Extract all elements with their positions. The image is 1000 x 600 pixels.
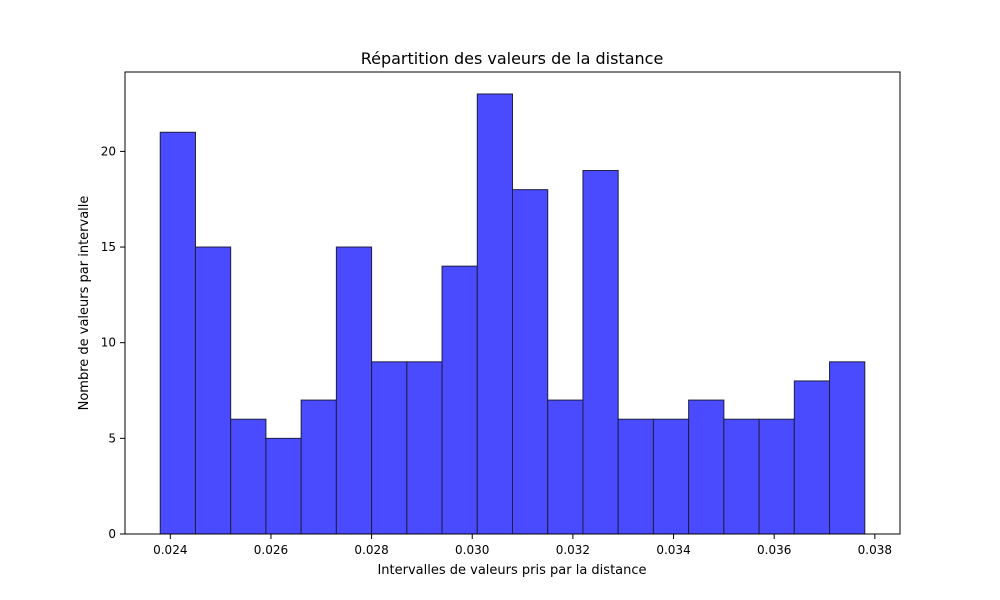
x-tick-label: 0.038	[858, 543, 892, 557]
y-tick-label: 0	[108, 527, 116, 541]
histogram-bar	[829, 361, 866, 535]
histogram-bar	[406, 361, 443, 535]
histogram-bar	[476, 93, 513, 535]
x-tick-label: 0.024	[153, 543, 187, 557]
histogram-bar	[335, 246, 373, 535]
x-tick-label: 0.030	[455, 543, 489, 557]
histogram-bar	[371, 361, 408, 535]
y-tick-label: 5	[108, 431, 116, 445]
x-tick-label: 0.028	[354, 543, 388, 557]
y-tick-label: 10	[101, 336, 116, 350]
histogram-bar	[582, 170, 619, 535]
x-tick-label: 0.032	[556, 543, 590, 557]
y-axis-label: Nombre de valeurs par intervalle	[77, 196, 92, 411]
x-axis-label: Intervalles de valeurs pris par la dista…	[377, 563, 646, 578]
y-tick-label: 20	[101, 144, 116, 158]
histogram-bar	[194, 246, 232, 535]
histogram-bar	[617, 418, 654, 535]
histogram-bar	[159, 131, 196, 535]
chart-title: Répartition des valeurs de la distance	[361, 49, 664, 68]
y-tick-label: 15	[101, 240, 116, 254]
x-tick-label: 0.026	[254, 543, 288, 557]
y-axis-ticks: 0 5 10 15 20	[101, 144, 125, 541]
histogram-bar	[723, 418, 760, 535]
histogram-bar	[441, 265, 478, 535]
x-tick-label: 0.034	[656, 543, 690, 557]
x-tick-label: 0.036	[757, 543, 791, 557]
bars-group	[159, 93, 866, 535]
histogram-bar	[688, 399, 725, 535]
histogram-bar	[652, 418, 690, 535]
histogram-bar	[512, 189, 549, 535]
plot-frame	[124, 71, 901, 535]
histogram-bar	[793, 380, 831, 535]
histogram-bar	[547, 399, 584, 535]
histogram-bar	[230, 418, 267, 535]
histogram-bar	[758, 418, 795, 535]
x-axis-ticks: 0.024 0.026 0.028 0.030 0.032 0.034 0.036 0.038	[153, 534, 892, 557]
histogram-bar	[265, 437, 302, 535]
histogram-bar	[300, 399, 337, 535]
